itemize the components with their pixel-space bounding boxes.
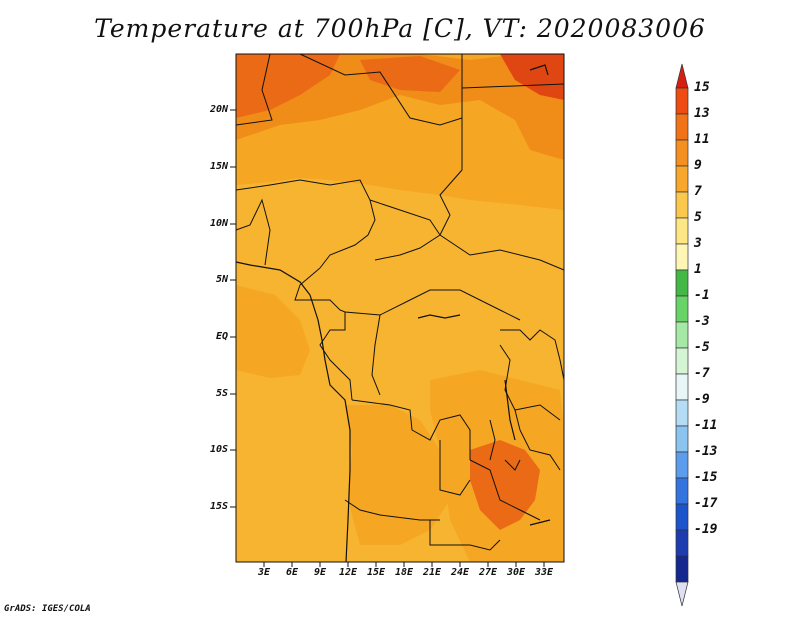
colorbar-label: -1 <box>694 288 710 303</box>
colorbar-label: 11 <box>694 132 710 147</box>
field-9-west-coast <box>236 285 310 378</box>
colorbar-swatch <box>675 217 689 245</box>
field-11-southeast <box>470 440 540 530</box>
lon-label-21e: 21E <box>422 567 442 578</box>
colorbar-label: 3 <box>694 236 702 251</box>
colorbar-swatch <box>675 425 689 453</box>
lon-label-24e: 24E <box>450 567 470 578</box>
colorbar-swatch <box>675 295 689 323</box>
lat-label-20n: 20N <box>209 104 228 115</box>
colorbar-label: -7 <box>694 366 710 381</box>
lat-label-eq: EQ <box>215 331 228 342</box>
field-13-northwest <box>236 54 340 118</box>
colorbar-swatch <box>675 87 689 115</box>
lat-label-10n: 10N <box>209 218 228 229</box>
lat-ticks <box>230 109 236 508</box>
temperature-field <box>236 54 564 562</box>
colorbar-label: -17 <box>694 496 718 511</box>
lat-label-15s: 15S <box>209 501 228 512</box>
colorbar-swatch <box>675 399 689 427</box>
colorbar-label: -13 <box>694 444 718 459</box>
colorbar-label: 7 <box>694 184 702 199</box>
lat-label-15n: 15N <box>209 161 228 172</box>
colorbar-label: -11 <box>694 418 718 433</box>
lon-label-27e: 27E <box>478 567 498 578</box>
map-frame <box>235 53 565 563</box>
field-13-north <box>360 56 460 92</box>
colorbar-bottom-arrow <box>675 581 689 607</box>
colorbar-swatch <box>675 503 689 531</box>
field-9-south-center <box>345 405 460 545</box>
colorbar-label: -3 <box>694 314 710 329</box>
colorbar-label: -5 <box>694 340 710 355</box>
field-13-northeast <box>500 54 564 100</box>
coastlines <box>235 64 551 563</box>
lon-label-33e: 33E <box>534 567 554 578</box>
colorbar-label: 5 <box>694 210 702 225</box>
colorbar-swatch <box>675 269 689 297</box>
colorbar <box>675 63 689 607</box>
lon-label-30e: 30E <box>506 567 526 578</box>
colorbar-label: 9 <box>694 158 702 173</box>
colorbar-label: 15 <box>694 80 710 95</box>
colorbar-swatch <box>675 139 689 167</box>
lon-ticks <box>263 562 545 567</box>
chart-title: Temperature at 700hPa [C], VT: 202008300… <box>94 14 706 43</box>
colorbar-swatch <box>675 477 689 505</box>
colorbar-swatch <box>675 191 689 219</box>
lon-label-18e: 18E <box>394 567 414 578</box>
colorbar-swatch <box>675 321 689 349</box>
lon-label-9e: 9E <box>313 567 327 578</box>
lat-label-5n: 5N <box>215 274 228 285</box>
country-borders <box>235 53 565 551</box>
colorbar-top-arrow <box>675 63 689 89</box>
colorbar-label: -9 <box>694 392 710 407</box>
lon-label-6e: 6E <box>285 567 299 578</box>
colorbar-swatch <box>675 113 689 141</box>
colorbar-swatch <box>675 243 689 271</box>
colorbar-swatch <box>675 165 689 193</box>
colorbar-swatch <box>675 529 689 557</box>
credit-text: GrADS: IGES/COLA <box>4 604 91 614</box>
lon-label-3e: 3E <box>257 567 271 578</box>
colorbar-swatch <box>675 555 689 583</box>
lat-label-5s: 5S <box>215 388 228 399</box>
colorbar-swatch <box>675 451 689 479</box>
colorbar-label: -15 <box>694 470 718 485</box>
colorbar-label: -19 <box>694 522 718 537</box>
lon-label-12e: 12E <box>338 567 358 578</box>
colorbar-swatch <box>675 347 689 375</box>
lat-label-10s: 10S <box>209 444 228 455</box>
colorbar-swatch <box>675 373 689 401</box>
lon-label-15e: 15E <box>366 567 386 578</box>
colorbar-label: 13 <box>694 106 710 121</box>
colorbar-label: 1 <box>694 262 702 277</box>
